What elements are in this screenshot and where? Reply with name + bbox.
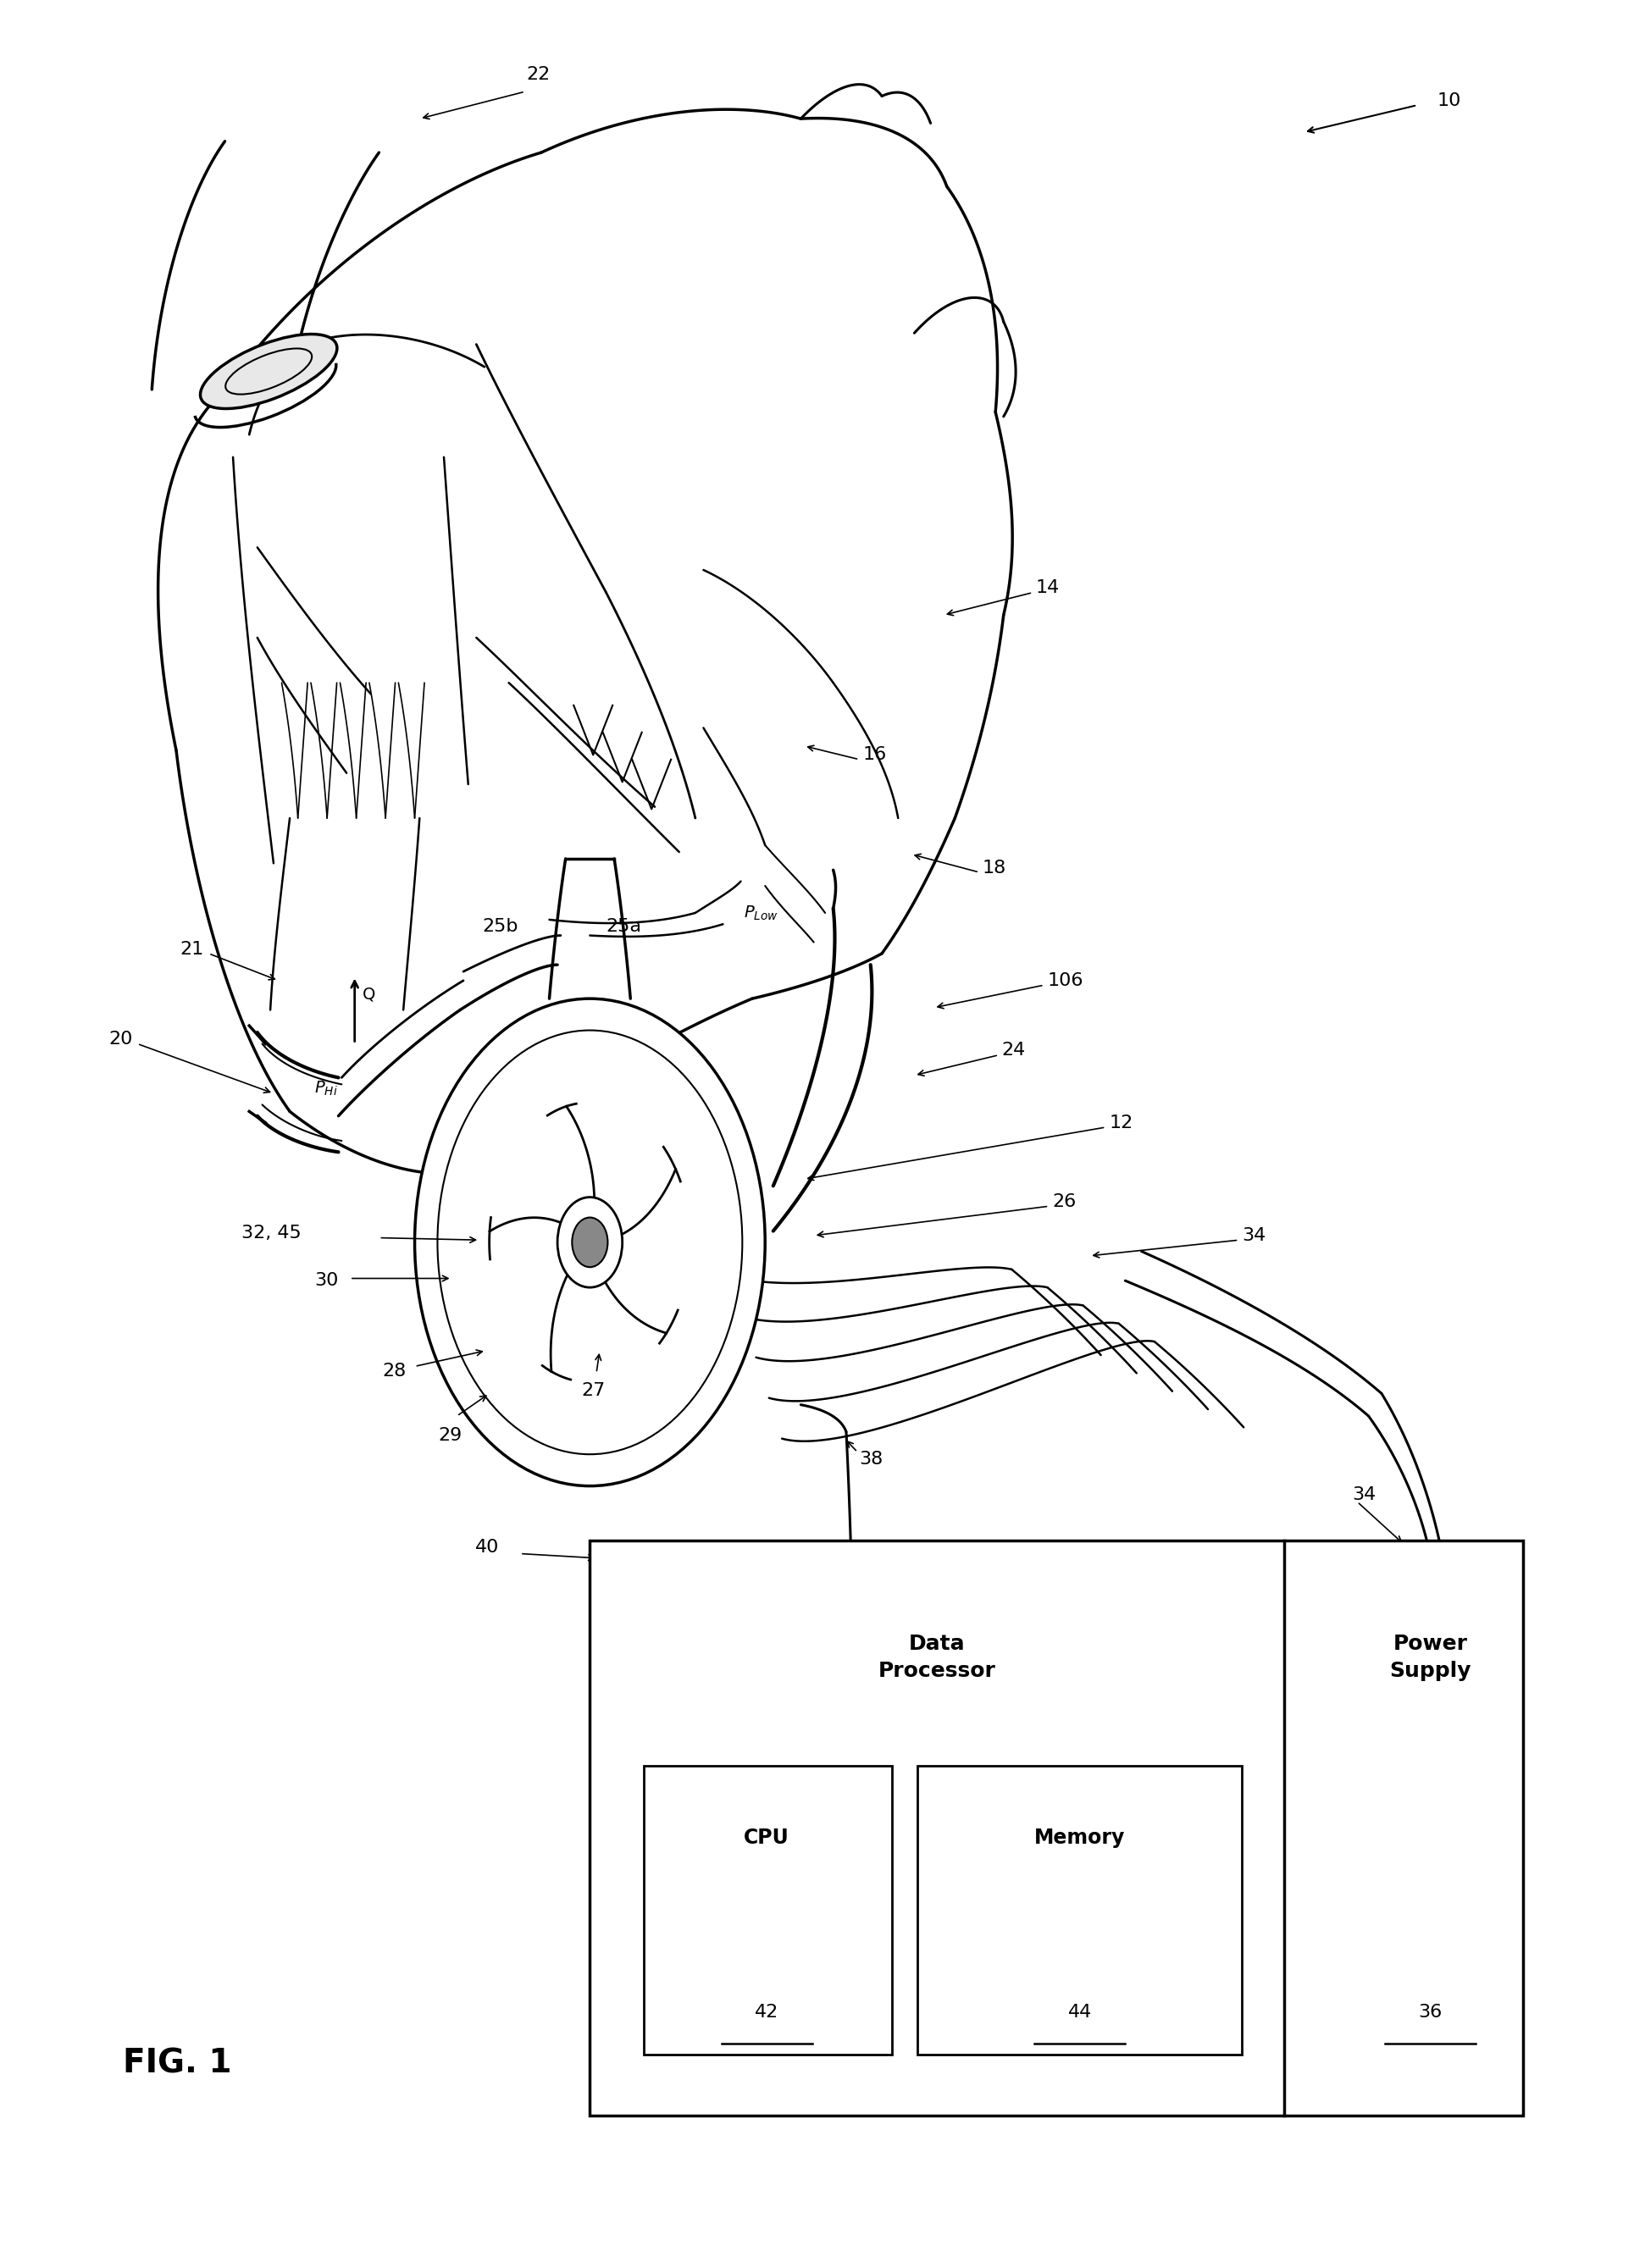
Text: Memory: Memory [1034, 1828, 1126, 1848]
Text: 36: 36 [1418, 2003, 1443, 2021]
Circle shape [557, 1198, 623, 1288]
Text: CPU: CPU [743, 1828, 789, 1848]
Circle shape [415, 998, 765, 1486]
Text: 30: 30 [314, 1272, 338, 1288]
Text: 22: 22 [526, 66, 551, 82]
Text: 34: 34 [1353, 1486, 1376, 1504]
Text: Data
Processor: Data Processor [877, 1633, 995, 1681]
Text: 34: 34 [1242, 1227, 1266, 1245]
Text: 44: 44 [1069, 2003, 1092, 2021]
Text: 40: 40 [475, 1538, 498, 1556]
Circle shape [438, 1030, 742, 1454]
Text: 14: 14 [1036, 581, 1060, 596]
Text: 28: 28 [382, 1363, 407, 1379]
FancyBboxPatch shape [644, 1767, 892, 2055]
Text: 32, 45: 32, 45 [242, 1225, 301, 1243]
Text: 24: 24 [1002, 1041, 1026, 1059]
Text: 106: 106 [1047, 973, 1083, 989]
Text: 25a: 25a [606, 919, 642, 934]
Text: 20: 20 [108, 1030, 132, 1048]
Text: 10: 10 [1436, 93, 1461, 109]
Text: 25b: 25b [482, 919, 518, 934]
Text: 29: 29 [438, 1427, 462, 1445]
Text: 27: 27 [582, 1381, 605, 1399]
Ellipse shape [201, 333, 337, 408]
FancyBboxPatch shape [590, 1540, 1523, 2116]
Text: $P_{Low}$: $P_{Low}$ [743, 905, 779, 921]
Text: 26: 26 [1052, 1193, 1077, 1211]
Text: 16: 16 [863, 746, 886, 764]
Text: Power
Supply: Power Supply [1389, 1633, 1471, 1681]
Circle shape [572, 1218, 608, 1268]
FancyBboxPatch shape [918, 1767, 1242, 2055]
Text: $P_{Hi}$: $P_{Hi}$ [314, 1080, 338, 1098]
Text: 42: 42 [755, 2003, 779, 2021]
Text: 38: 38 [859, 1452, 882, 1467]
Text: 21: 21 [180, 941, 204, 957]
Text: FIG. 1: FIG. 1 [123, 2048, 232, 2080]
Text: 18: 18 [982, 860, 1007, 875]
Text: 12: 12 [1109, 1114, 1132, 1132]
Ellipse shape [225, 349, 312, 395]
Text: Q: Q [363, 987, 376, 1002]
